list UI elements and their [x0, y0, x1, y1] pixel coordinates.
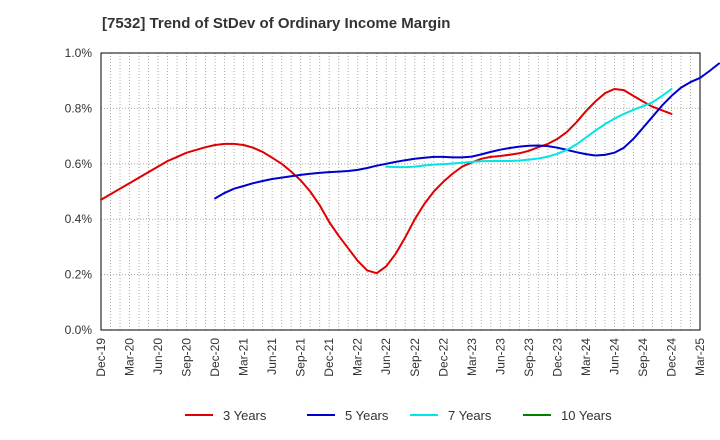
y-tick-label: 1.0%	[65, 46, 93, 60]
plot-area	[100, 52, 701, 331]
x-tick-label: Jun-24	[607, 338, 621, 375]
grid-lines	[100, 52, 701, 331]
x-tick-label: Jun-22	[379, 338, 393, 375]
x-tick-label: Sep-24	[636, 338, 650, 377]
x-tick-label: Dec-21	[322, 338, 336, 377]
y-axis: 0.0% 0.2% 0.4% 0.6% 0.8% 1.0%	[65, 46, 93, 337]
x-tick-label: Sep-20	[180, 338, 194, 377]
x-tick-label: Sep-22	[408, 338, 422, 377]
y-tick-label: 0.8%	[65, 101, 93, 115]
x-tick-label: Dec-19	[94, 338, 108, 377]
y-tick-label: 0.6%	[65, 157, 93, 171]
legend-swatch	[410, 414, 438, 416]
legend-item: 7 Years	[410, 404, 491, 426]
x-tick-label: Dec-20	[208, 338, 222, 377]
legend-item: 3 Years	[185, 404, 266, 426]
y-tick-label: 0.4%	[65, 212, 93, 226]
x-tick-label: Mar-24	[579, 338, 593, 376]
x-tick-label: Mar-21	[237, 338, 251, 376]
x-tick-label: Dec-24	[664, 338, 678, 377]
legend-label: 3 Years	[223, 407, 267, 423]
x-tick-label: Mar-25	[693, 338, 707, 376]
legend: 3 Years 5 Years 7 Years 10 Years	[0, 404, 720, 426]
x-tick-label: Jun-23	[493, 338, 507, 375]
legend-label: 5 Years	[345, 407, 389, 423]
series-lines	[100, 62, 720, 275]
x-tick-label: Sep-21	[294, 338, 308, 377]
chart-canvas: 0.0% 0.2% 0.4% 0.6% 0.8% 1.0% Dec-19 Mar-20 Jun…	[65, 46, 720, 377]
y-tick-label: 0.2%	[65, 268, 93, 282]
x-tick-label: Dec-23	[550, 338, 564, 377]
x-tick-label: Jun-20	[151, 338, 165, 375]
x-tick-label: Jun-21	[265, 338, 279, 375]
legend-swatch	[307, 414, 335, 416]
legend-label: 7 Years	[448, 407, 492, 423]
legend-label: 10 Years	[561, 407, 612, 423]
legend-item: 10 Years	[523, 404, 612, 426]
x-tick-label: Mar-23	[465, 338, 479, 376]
legend-swatch	[523, 414, 551, 416]
x-tick-label: Sep-23	[522, 338, 536, 377]
x-axis: Dec-19 Mar-20 Jun-20 Sep-20 Dec-20 Mar-21 Jun-…	[94, 338, 707, 377]
x-tick-label: Dec-22	[436, 338, 450, 377]
series-line-5-years	[214, 62, 720, 200]
chart-title: [7532] Trend of StDev of Ordinary Income…	[102, 15, 451, 32]
legend-swatch	[185, 414, 213, 416]
series-line-3-years	[100, 88, 673, 275]
x-tick-label: Mar-20	[123, 338, 137, 376]
legend-item: 5 Years	[307, 404, 388, 426]
x-tick-label: Mar-22	[351, 338, 365, 376]
y-tick-label: 0.0%	[65, 323, 93, 337]
series-line-7-years	[385, 88, 673, 169]
